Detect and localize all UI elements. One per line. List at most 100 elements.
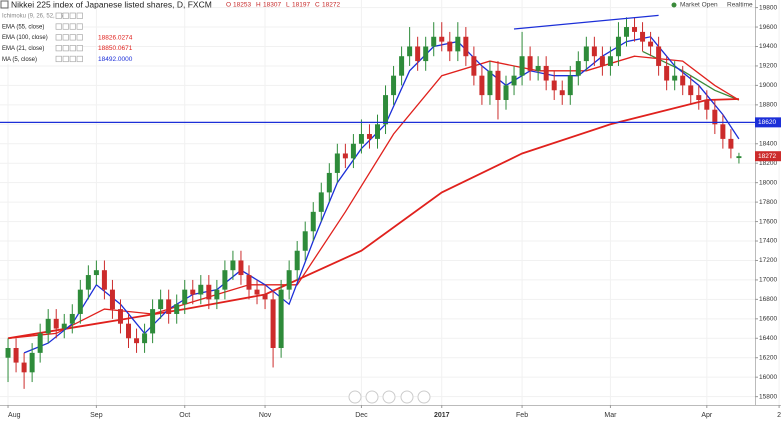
legend-button[interactable] (76, 12, 83, 19)
candle-body (535, 65, 541, 71)
nav-button[interactable] (417, 390, 431, 404)
candle-body (150, 309, 156, 334)
y-tick-label: 18800 (759, 102, 777, 109)
x-tick-label: Sep (90, 412, 103, 419)
y-tick-label: 19000 (759, 82, 777, 89)
legend-button[interactable] (76, 34, 83, 41)
candle-body (623, 27, 629, 37)
x-tick-label: Nov (259, 412, 272, 419)
candle-body (415, 46, 421, 62)
candle-body (583, 46, 589, 62)
axes: 15800 16000 16200 16400 16600 16800 17000 17200… (7, 4, 781, 419)
candle-body (254, 289, 260, 295)
y-tick-label: 16000 (759, 374, 777, 381)
candle-body (158, 299, 164, 310)
indicator-line (7, 55, 740, 339)
legend-button[interactable] (55, 34, 62, 41)
candle-body (391, 75, 397, 96)
x-tick-label: 2 (777, 412, 781, 419)
nav-button[interactable] (382, 390, 396, 404)
candle-body (471, 56, 477, 76)
collapse-icon[interactable] (0, 0, 9, 9)
candle-body (640, 31, 646, 42)
legend-button[interactable] (55, 45, 62, 52)
ohlc-prefix: O (226, 2, 231, 9)
legend-button[interactable] (55, 23, 62, 30)
candle-body (431, 36, 437, 47)
plot (0, 14, 755, 389)
y-tick-label: 18400 (759, 140, 777, 147)
legend-row-bg (0, 32, 82, 43)
candle-body (463, 36, 469, 57)
candle-body (599, 56, 605, 66)
legend-button[interactable] (76, 55, 83, 63)
legend-button[interactable] (76, 45, 83, 52)
candle-body (238, 260, 244, 276)
nav-button[interactable] (400, 390, 414, 404)
y-tick-label: 16800 (759, 296, 777, 303)
indicator-line (642, 50, 740, 101)
status-text: Market Open (680, 2, 718, 9)
legend-button[interactable] (62, 23, 69, 30)
candle-body (575, 61, 581, 76)
candle-body (728, 138, 734, 149)
candle-body (21, 362, 27, 373)
legend-button[interactable] (62, 12, 69, 19)
y-tick-label: 18200 (759, 160, 777, 167)
y-tick-label: 19400 (759, 43, 777, 50)
ohlc-value: 18253 (233, 2, 251, 9)
x-tick-label: Feb (516, 412, 528, 419)
candle-body (342, 153, 348, 159)
price-label-box (755, 151, 781, 162)
candle-body (246, 275, 252, 290)
candle-body (511, 75, 517, 86)
nav-button[interactable] (348, 390, 362, 404)
candle-body (318, 192, 324, 212)
y-tick-label: 16200 (759, 354, 777, 361)
legend-button[interactable] (76, 23, 83, 30)
legend-row-bg (0, 43, 82, 54)
candle-body (302, 231, 308, 251)
legend-button[interactable] (62, 55, 69, 63)
legend-label: EMA (100, close) (2, 35, 48, 41)
candle-body (720, 124, 726, 139)
legend-button[interactable] (69, 12, 76, 19)
legend-button[interactable] (69, 45, 76, 52)
candle-body (334, 153, 340, 173)
candle-body (399, 56, 405, 76)
candle-body (495, 70, 501, 100)
legend-button[interactable] (69, 55, 76, 63)
candle-body (607, 56, 613, 66)
candle-body (310, 211, 316, 232)
legend-button[interactable] (62, 34, 69, 41)
legend-button[interactable] (69, 23, 76, 30)
candle-body (455, 36, 461, 52)
price-label-box (755, 117, 781, 128)
legend-button[interactable] (69, 34, 76, 41)
legend-button[interactable] (55, 55, 62, 63)
price-label: 18620 (758, 119, 776, 126)
candle-body (696, 95, 702, 100)
candle-body (447, 41, 453, 52)
candle-body (664, 65, 670, 81)
candle-body (134, 338, 140, 344)
ohlc-value: 18197 (292, 2, 310, 9)
candle-body (214, 289, 220, 300)
legend-button[interactable] (62, 45, 69, 52)
candle-body (487, 70, 493, 96)
candle-body (109, 289, 115, 310)
legend-row-bg (0, 21, 82, 32)
y-tick-label: 19200 (759, 63, 777, 70)
candle-body (567, 75, 573, 96)
candle-body (222, 270, 228, 290)
candle-body (230, 260, 236, 271)
legend-button[interactable] (55, 12, 62, 19)
y-tick-label: 19600 (759, 24, 777, 31)
y-tick-label: 17400 (759, 238, 777, 245)
candle-body (29, 352, 35, 373)
navigation-buttons (348, 390, 431, 404)
price-label: 18272 (758, 153, 776, 160)
candle-body (270, 299, 276, 349)
nav-button[interactable] (365, 390, 379, 404)
